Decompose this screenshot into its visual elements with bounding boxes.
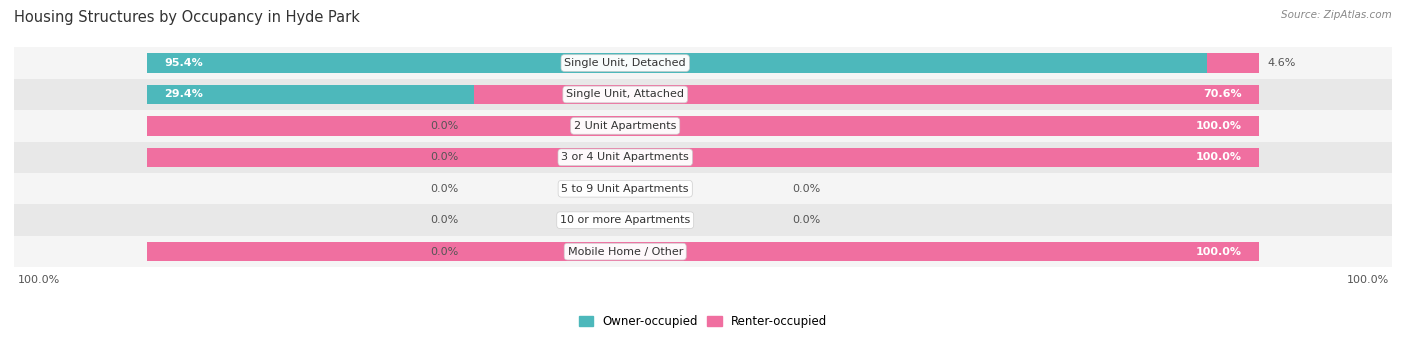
Text: 4.6%: 4.6%	[1267, 58, 1296, 68]
Text: 0.0%: 0.0%	[430, 215, 458, 225]
Text: Source: ZipAtlas.com: Source: ZipAtlas.com	[1281, 10, 1392, 20]
Text: 0.0%: 0.0%	[430, 152, 458, 162]
Text: Housing Structures by Occupancy in Hyde Park: Housing Structures by Occupancy in Hyde …	[14, 10, 360, 25]
Text: 100.0%: 100.0%	[1197, 121, 1241, 131]
Text: 0.0%: 0.0%	[430, 247, 458, 256]
Text: 0.0%: 0.0%	[430, 121, 458, 131]
Bar	[148, 116, 1258, 136]
Text: 0.0%: 0.0%	[430, 184, 458, 194]
Bar	[14, 236, 1392, 267]
Text: 0.0%: 0.0%	[792, 215, 820, 225]
Bar	[1208, 53, 1258, 73]
Bar	[14, 47, 1392, 79]
Bar	[14, 205, 1392, 236]
Bar	[14, 173, 1392, 205]
Text: 100.0%: 100.0%	[1197, 247, 1241, 256]
Bar	[148, 85, 474, 104]
Bar	[148, 242, 1258, 261]
Text: 95.4%: 95.4%	[165, 58, 202, 68]
Text: 2 Unit Apartments: 2 Unit Apartments	[574, 121, 676, 131]
Text: 3 or 4 Unit Apartments: 3 or 4 Unit Apartments	[561, 152, 689, 162]
Bar	[148, 148, 1258, 167]
Text: Mobile Home / Other: Mobile Home / Other	[568, 247, 683, 256]
Bar	[14, 79, 1392, 110]
Text: 100.0%: 100.0%	[1197, 152, 1241, 162]
Text: 5 to 9 Unit Apartments: 5 to 9 Unit Apartments	[561, 184, 689, 194]
Legend: Owner-occupied, Renter-occupied: Owner-occupied, Renter-occupied	[574, 311, 832, 333]
Text: Single Unit, Detached: Single Unit, Detached	[564, 58, 686, 68]
Bar	[14, 110, 1392, 142]
Bar	[148, 53, 1208, 73]
Bar	[14, 142, 1392, 173]
Text: 0.0%: 0.0%	[792, 184, 820, 194]
Bar	[474, 85, 1258, 104]
Text: 10 or more Apartments: 10 or more Apartments	[560, 215, 690, 225]
Text: 100.0%: 100.0%	[17, 275, 59, 285]
Text: Single Unit, Attached: Single Unit, Attached	[567, 90, 685, 100]
Text: 70.6%: 70.6%	[1204, 90, 1241, 100]
Text: 29.4%: 29.4%	[165, 90, 202, 100]
Text: 100.0%: 100.0%	[1347, 275, 1389, 285]
